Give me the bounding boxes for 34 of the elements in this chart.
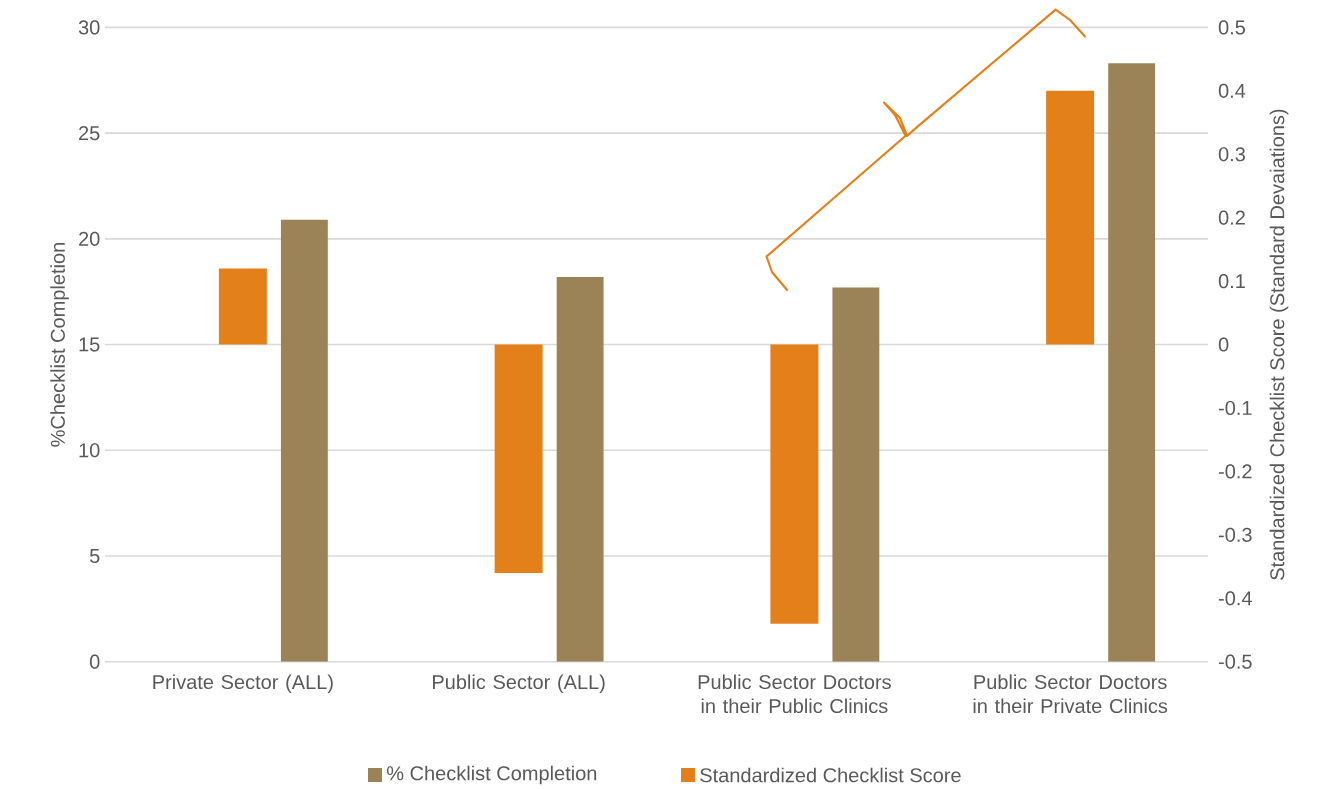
y2-tick-label: -0.5: [1218, 654, 1252, 669]
bar: [832, 287, 880, 662]
bar: [494, 344, 543, 573]
y2-tick-label: 0.1: [1218, 274, 1245, 289]
y-tick-label: 0: [89, 654, 100, 669]
y2-tick-label: 0.2: [1218, 210, 1245, 225]
y2-tick-label: -0.1: [1218, 400, 1252, 416]
y-tick-label: 10: [79, 443, 100, 458]
y2-tick-label: 0.3: [1218, 147, 1245, 162]
y2-tick-label: 0.5: [1218, 20, 1246, 35]
y2-tick-label: 0.4: [1218, 83, 1246, 98]
x-tick-label: Public Sector (ALL): [433, 674, 605, 694]
y-axis-title: %Checklist Completion: [50, 243, 69, 447]
bar: [556, 276, 604, 662]
legend-label: % Checklist Completion: [386, 765, 597, 785]
legend-label: Standardized Checklist Score: [700, 767, 961, 783]
y2-tick-label: -0.2: [1218, 464, 1252, 479]
y-tick-label: 30: [78, 20, 100, 35]
y2-axis-title: Standardized Checklist Score (Standard Devaiations): [1269, 109, 1289, 580]
y-tick-label: 15: [79, 337, 100, 352]
y2-tick-label: -0.4: [1218, 591, 1252, 606]
x-tick-label: Private Sector (ALL): [153, 674, 333, 694]
bar: [770, 344, 819, 624]
bar: [1108, 63, 1156, 662]
y2-tick-label: -0.3: [1218, 527, 1252, 542]
x-tick-label: Public Sector Doctors in their Public Clinics: [698, 674, 891, 714]
y-tick-label: 5: [89, 549, 100, 563]
x-tick-label: Public Sector Doctors in their Private Clinics: [973, 674, 1168, 714]
y-tick-label: 20: [79, 231, 100, 246]
bar: [218, 268, 267, 345]
y-tick-label: 25: [79, 126, 100, 141]
y2-tick-label: 0: [1218, 337, 1229, 352]
bar: [1046, 90, 1095, 345]
bar: [280, 219, 328, 662]
